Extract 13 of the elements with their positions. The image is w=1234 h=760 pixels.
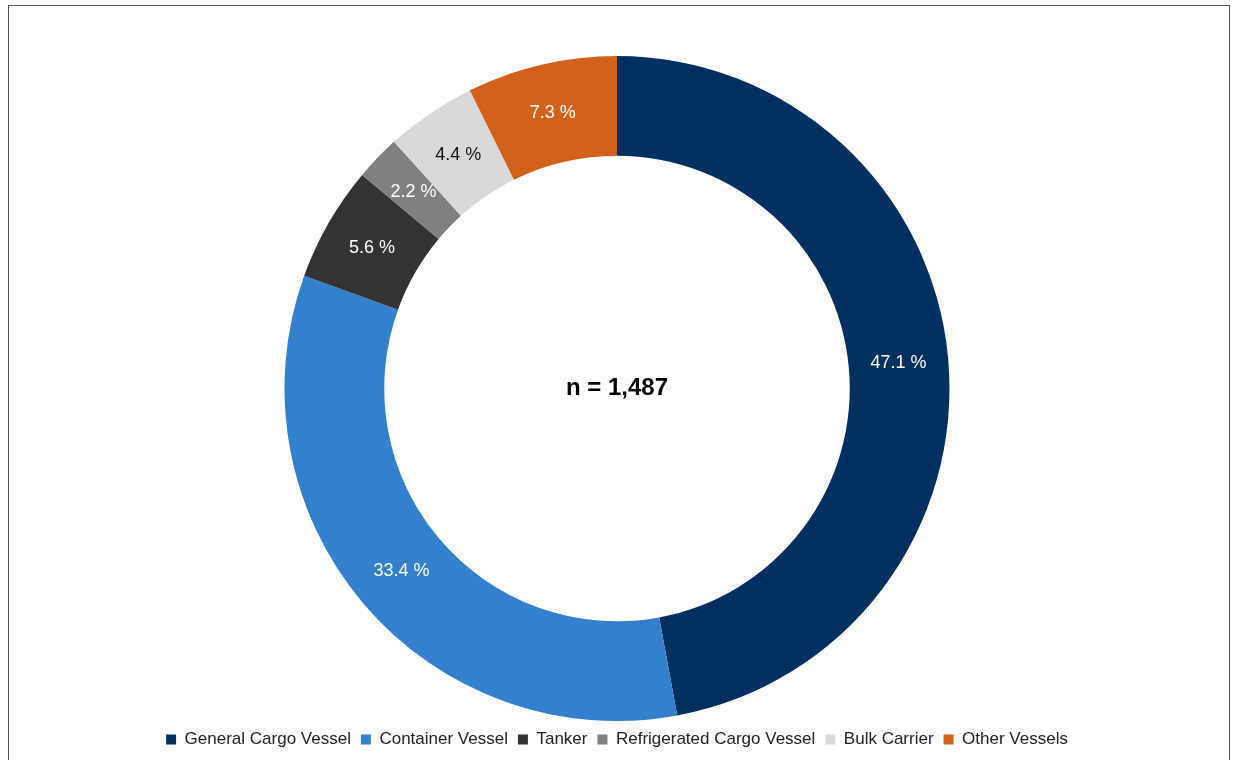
data-label: 4.4 %: [435, 143, 482, 164]
data-label: 2.2 %: [390, 181, 437, 202]
data-label: 47.1 %: [870, 351, 927, 372]
text: n = 1,487: [565, 373, 669, 401]
legend-label: Bulk Carrier: [843, 729, 934, 749]
legend-label: Tanker: [536, 729, 588, 749]
data-label: 33.4 %: [373, 560, 430, 581]
data-label: 5.6 %: [348, 236, 395, 257]
legend-label: Refrigerated Cargo Vessel: [615, 729, 816, 749]
legend-label: General Cargo Vessel: [184, 729, 351, 749]
data-label: 7.3 %: [529, 102, 576, 123]
legend-label: Other Vessels: [962, 729, 1068, 749]
legend-label: Container Vessel: [379, 729, 508, 749]
